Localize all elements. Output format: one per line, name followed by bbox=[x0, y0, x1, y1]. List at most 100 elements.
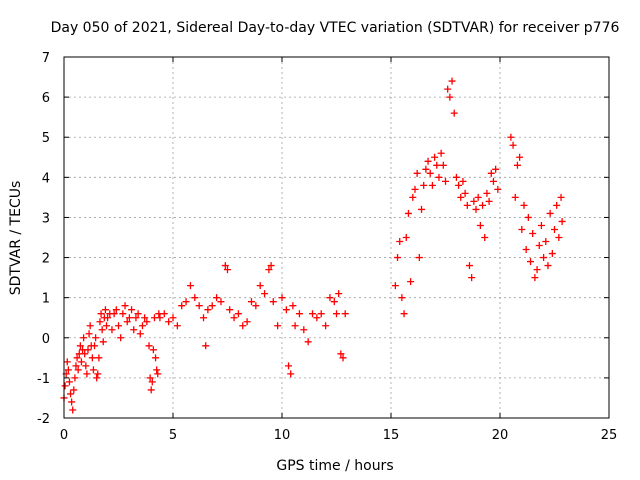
data-point bbox=[553, 201, 561, 209]
data-point bbox=[402, 234, 410, 241]
data-point bbox=[524, 213, 532, 221]
data-point bbox=[86, 322, 94, 330]
data-point bbox=[108, 326, 116, 334]
data-point bbox=[511, 193, 519, 201]
data-point bbox=[230, 314, 238, 322]
data-point bbox=[483, 189, 491, 197]
data-point bbox=[82, 362, 90, 370]
data-point bbox=[73, 354, 81, 362]
grid bbox=[64, 57, 609, 418]
y-axis: -2 -1 0 1 2 3 4 5 6 7 bbox=[37, 51, 609, 427]
data-point bbox=[70, 386, 78, 394]
data-point bbox=[274, 322, 282, 330]
y-axis-title: SDTVAR / TECUs bbox=[8, 181, 24, 296]
data-point bbox=[74, 366, 82, 374]
data-point bbox=[404, 209, 412, 217]
data-point bbox=[89, 366, 97, 374]
data-point bbox=[317, 310, 325, 318]
data-point bbox=[256, 282, 264, 290]
data-point bbox=[529, 229, 537, 237]
y-tick-label: 7 bbox=[42, 51, 50, 66]
data-point bbox=[80, 334, 88, 342]
data-point bbox=[428, 181, 436, 189]
data-point bbox=[489, 177, 497, 185]
data-point bbox=[394, 254, 402, 262]
data-point bbox=[413, 169, 421, 177]
data-point bbox=[117, 334, 125, 342]
data-point bbox=[97, 310, 105, 318]
data-point bbox=[65, 378, 73, 386]
data-point bbox=[418, 205, 426, 213]
data-point bbox=[267, 262, 275, 270]
data-point bbox=[68, 398, 76, 406]
data-point bbox=[457, 193, 465, 201]
data-point bbox=[472, 205, 480, 213]
data-point bbox=[540, 254, 548, 262]
data-point bbox=[555, 234, 563, 241]
data-point bbox=[138, 322, 146, 330]
data-point bbox=[304, 338, 312, 346]
data-point bbox=[494, 185, 502, 193]
data-point bbox=[239, 322, 247, 330]
x-tick-label: 20 bbox=[492, 428, 509, 443]
y-tick-label: 6 bbox=[42, 91, 50, 106]
data-point bbox=[99, 338, 107, 346]
x-tick-label: 15 bbox=[383, 428, 400, 443]
data-point bbox=[195, 302, 203, 310]
data-point bbox=[476, 221, 484, 229]
data-point bbox=[226, 306, 234, 314]
data-point bbox=[333, 310, 340, 318]
data-point bbox=[217, 298, 225, 306]
data-point bbox=[178, 302, 186, 310]
data-point bbox=[213, 294, 221, 302]
data-point bbox=[422, 165, 430, 173]
y-tick-label: 4 bbox=[42, 171, 50, 186]
data-point bbox=[119, 310, 127, 318]
x-axis-title: GPS time / hours bbox=[276, 458, 393, 474]
y-tick-label: 5 bbox=[42, 131, 50, 146]
data-point bbox=[169, 314, 177, 322]
x-tick-label: 25 bbox=[601, 428, 618, 443]
data-point bbox=[411, 185, 419, 193]
data-point bbox=[103, 322, 111, 330]
data-point bbox=[61, 382, 69, 390]
data-point bbox=[285, 362, 293, 370]
data-point bbox=[326, 294, 334, 302]
x-tick-label: 5 bbox=[169, 428, 177, 443]
data-point bbox=[459, 177, 467, 185]
data-point bbox=[509, 141, 517, 149]
data-point bbox=[160, 310, 168, 318]
data-point bbox=[433, 161, 441, 169]
data-point bbox=[455, 181, 463, 189]
data-point bbox=[444, 85, 452, 93]
data-point bbox=[282, 306, 290, 314]
data-point bbox=[461, 189, 469, 197]
data-point bbox=[485, 197, 493, 205]
data-point bbox=[391, 282, 399, 290]
data-point bbox=[546, 209, 554, 217]
data-point bbox=[516, 153, 524, 161]
data-point bbox=[247, 298, 255, 306]
data-point bbox=[450, 109, 458, 117]
data-point bbox=[165, 318, 173, 326]
y-tick-label: 1 bbox=[42, 292, 50, 307]
data-point bbox=[94, 370, 102, 378]
y-tick-label: -1 bbox=[37, 372, 50, 387]
data-point bbox=[208, 302, 216, 310]
data-point bbox=[182, 298, 190, 306]
data-point bbox=[130, 326, 138, 334]
data-point bbox=[153, 366, 161, 374]
data-point bbox=[173, 322, 181, 330]
data-point bbox=[202, 342, 210, 350]
data-point bbox=[186, 282, 194, 290]
data-point bbox=[558, 217, 566, 225]
data-point bbox=[84, 346, 92, 354]
data-point bbox=[398, 294, 406, 302]
data-point bbox=[88, 354, 96, 362]
data-point bbox=[535, 242, 543, 250]
data-point bbox=[221, 262, 229, 270]
data-point bbox=[322, 322, 330, 330]
data-point bbox=[92, 334, 100, 342]
data-point bbox=[71, 374, 79, 382]
